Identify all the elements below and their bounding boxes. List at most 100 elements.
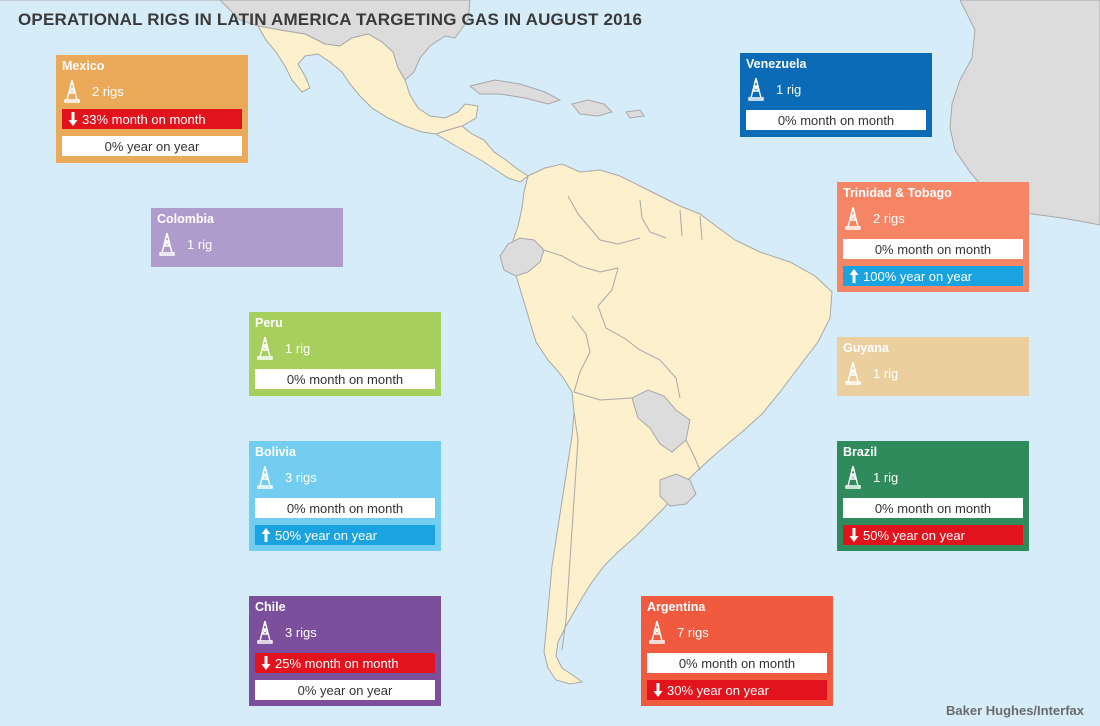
rig-line: 1 rig [159, 232, 212, 256]
up-arrow-icon [261, 528, 271, 542]
oil-rig-icon [64, 79, 80, 103]
year-on-year-stat: 0% year on year [62, 136, 242, 156]
rig-count: 1 rig [285, 340, 311, 356]
border-venezuela-guyana [639, 199, 667, 239]
country-card-trinidad-tobago: Trinidad & Tobago 2 rigs 0% month on mon… [837, 182, 1029, 292]
country-name: Argentina [647, 600, 706, 614]
country-name: Peru [255, 316, 283, 330]
rig-line: 1 rig [748, 77, 801, 101]
rig-count: 1 rig [187, 236, 213, 252]
stat-text: 0% month on month [678, 655, 796, 671]
oil-rig-icon [845, 206, 861, 230]
year-on-year-stat: 30% year on year [647, 680, 827, 700]
month-on-month-stat: 0% month on month [255, 369, 435, 389]
border-colombia-venezuela [567, 195, 641, 245]
down-arrow-icon [849, 528, 859, 542]
border-brazil-west [597, 267, 681, 399]
country-name: Guyana [843, 341, 889, 355]
stat-text: 30% year on year [667, 682, 769, 698]
rig-line: 1 rig [845, 465, 898, 489]
country-card-brazil: Brazil 1 rig 0% month on month 50% year … [837, 441, 1029, 551]
stat-text: 0% month on month [874, 500, 992, 516]
oil-rig-icon [845, 361, 861, 385]
oil-rig-icon [257, 620, 273, 644]
year-on-year-stat: 50% year on year [843, 525, 1023, 545]
stat-text: 33% month on month [82, 111, 206, 127]
down-arrow-icon [653, 683, 663, 697]
oil-rig-icon [845, 465, 861, 489]
month-on-month-stat: 0% month on month [746, 110, 926, 130]
hispaniola-land [571, 99, 613, 117]
year-on-year-stat: 50% year on year [255, 525, 435, 545]
central-america-land [434, 125, 529, 183]
country-card-argentina: Argentina 7 rigs 0% month on month 30% y… [641, 596, 833, 706]
rig-count: 1 rig [873, 365, 899, 381]
country-card-mexico: Mexico 2 rigs 33% month on month 0% year… [56, 55, 248, 163]
rig-count: 1 rig [873, 469, 899, 485]
rig-line: 1 rig [845, 361, 898, 385]
country-name: Trinidad & Tobago [843, 186, 952, 200]
stat-text: 100% year on year [863, 268, 973, 284]
oil-rig-icon [649, 620, 665, 644]
down-arrow-icon [261, 656, 271, 670]
rig-count: 2 rigs [873, 210, 905, 226]
country-card-venezuela: Venezuela 1 rig 0% month on month [740, 53, 932, 137]
rig-line: 3 rigs [257, 620, 317, 644]
month-on-month-stat: 33% month on month [62, 109, 242, 129]
country-card-bolivia: Bolivia 3 rigs 0% month on month 50% yea… [249, 441, 441, 551]
rig-line: 7 rigs [649, 620, 709, 644]
stat-text: 0% month on month [777, 112, 895, 128]
month-on-month-stat: 25% month on month [255, 653, 435, 673]
oil-rig-icon [257, 465, 273, 489]
rig-line: 3 rigs [257, 465, 317, 489]
stat-text: 25% month on month [275, 655, 399, 671]
oil-rig-icon [159, 232, 175, 256]
country-name: Mexico [62, 59, 105, 73]
border-chile-argentina [561, 411, 579, 651]
country-card-peru: Peru 1 rig 0% month on month [249, 312, 441, 396]
oil-rig-icon [257, 336, 273, 360]
stat-text: 50% year on year [863, 527, 965, 543]
country-card-chile: Chile 3 rigs 25% month on month 0% year … [249, 596, 441, 706]
year-on-year-stat: 100% year on year [843, 266, 1023, 286]
ecuador-land [499, 237, 545, 277]
country-borders [543, 195, 703, 651]
stat-text: 50% year on year [275, 527, 377, 543]
month-on-month-stat: 0% month on month [647, 653, 827, 673]
border-brazil-argentina [685, 439, 701, 471]
rig-line: 1 rig [257, 336, 310, 360]
up-arrow-icon [849, 269, 859, 283]
country-card-colombia: Colombia 1 rig [151, 208, 343, 267]
month-on-month-stat: 0% month on month [255, 498, 435, 518]
map-title: OPERATIONAL RIGS IN LATIN AMERICA TARGET… [18, 10, 643, 29]
rig-count: 3 rigs [285, 469, 317, 485]
border-colombia-peru [543, 249, 619, 273]
rig-line: 2 rigs [845, 206, 905, 230]
country-card-guyana: Guyana 1 rig [837, 337, 1029, 396]
border-peru-bolivia [571, 315, 591, 393]
rig-count: 1 rig [776, 81, 802, 97]
stat-text: 0% month on month [286, 500, 404, 516]
country-name: Chile [255, 600, 286, 614]
country-name: Venezuela [746, 57, 807, 71]
month-on-month-stat: 0% month on month [843, 239, 1023, 259]
border-bolivia-argentina [573, 391, 633, 401]
oil-rig-icon [748, 77, 764, 101]
stat-text: 0% month on month [874, 241, 992, 257]
country-name: Bolivia [255, 445, 296, 459]
down-arrow-icon [68, 112, 78, 126]
stat-text: 0% month on month [286, 371, 404, 387]
country-name: Brazil [843, 445, 878, 459]
rig-count: 7 rigs [677, 624, 709, 640]
source-credit: Baker Hughes/Interfax [946, 703, 1084, 718]
uruguay-land [659, 473, 697, 507]
cuba-land [468, 79, 562, 105]
month-on-month-stat: 0% month on month [843, 498, 1023, 518]
country-name: Colombia [157, 212, 214, 226]
rig-count: 2 rigs [92, 83, 124, 99]
puerto-rico-land [625, 109, 645, 119]
stat-text: 0% year on year [104, 138, 200, 154]
rig-count: 3 rigs [285, 624, 317, 640]
rig-line: 2 rigs [64, 79, 124, 103]
stat-text: 0% year on year [297, 682, 393, 698]
